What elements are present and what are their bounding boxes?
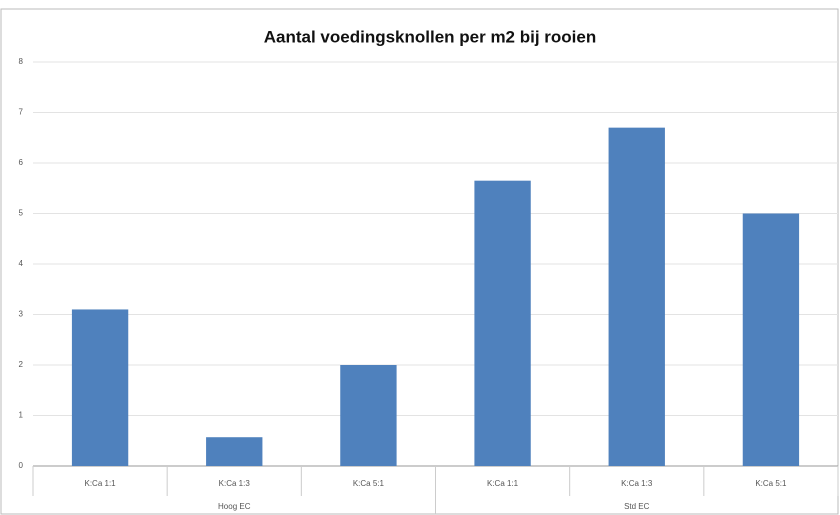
y-tick-label: 1 xyxy=(19,411,24,420)
y-tick-label: 0 xyxy=(19,461,24,470)
chart-title: Aantal voedingsknollen per m2 bij rooien xyxy=(264,27,597,46)
y-tick-label: 3 xyxy=(19,310,24,319)
y-tick-label: 8 xyxy=(19,57,24,66)
bar xyxy=(474,180,531,467)
bar xyxy=(340,365,397,466)
x-tick-label: K:Ca 1:1 xyxy=(487,479,519,488)
chart-border xyxy=(0,8,839,515)
x-tick-label: K:Ca 1:3 xyxy=(621,479,653,488)
group-label: Hoog EC xyxy=(218,502,251,511)
bar xyxy=(71,309,129,466)
bar xyxy=(742,213,800,466)
y-tick-label: 7 xyxy=(19,108,24,117)
y-tick-label: 5 xyxy=(19,209,24,218)
y-tick-label: 4 xyxy=(19,259,24,268)
bar xyxy=(608,127,665,467)
group-label: Std EC xyxy=(624,502,650,511)
bar xyxy=(206,437,263,466)
x-tick-label: K:Ca 1:3 xyxy=(219,479,251,488)
x-tick-label: K:Ca 5:1 xyxy=(353,479,385,488)
y-tick-label: 2 xyxy=(19,360,24,369)
x-tick-label: K:Ca 5:1 xyxy=(755,479,787,488)
y-tick-label: 6 xyxy=(19,158,24,167)
x-tick-label: K:Ca 1:1 xyxy=(85,479,117,488)
